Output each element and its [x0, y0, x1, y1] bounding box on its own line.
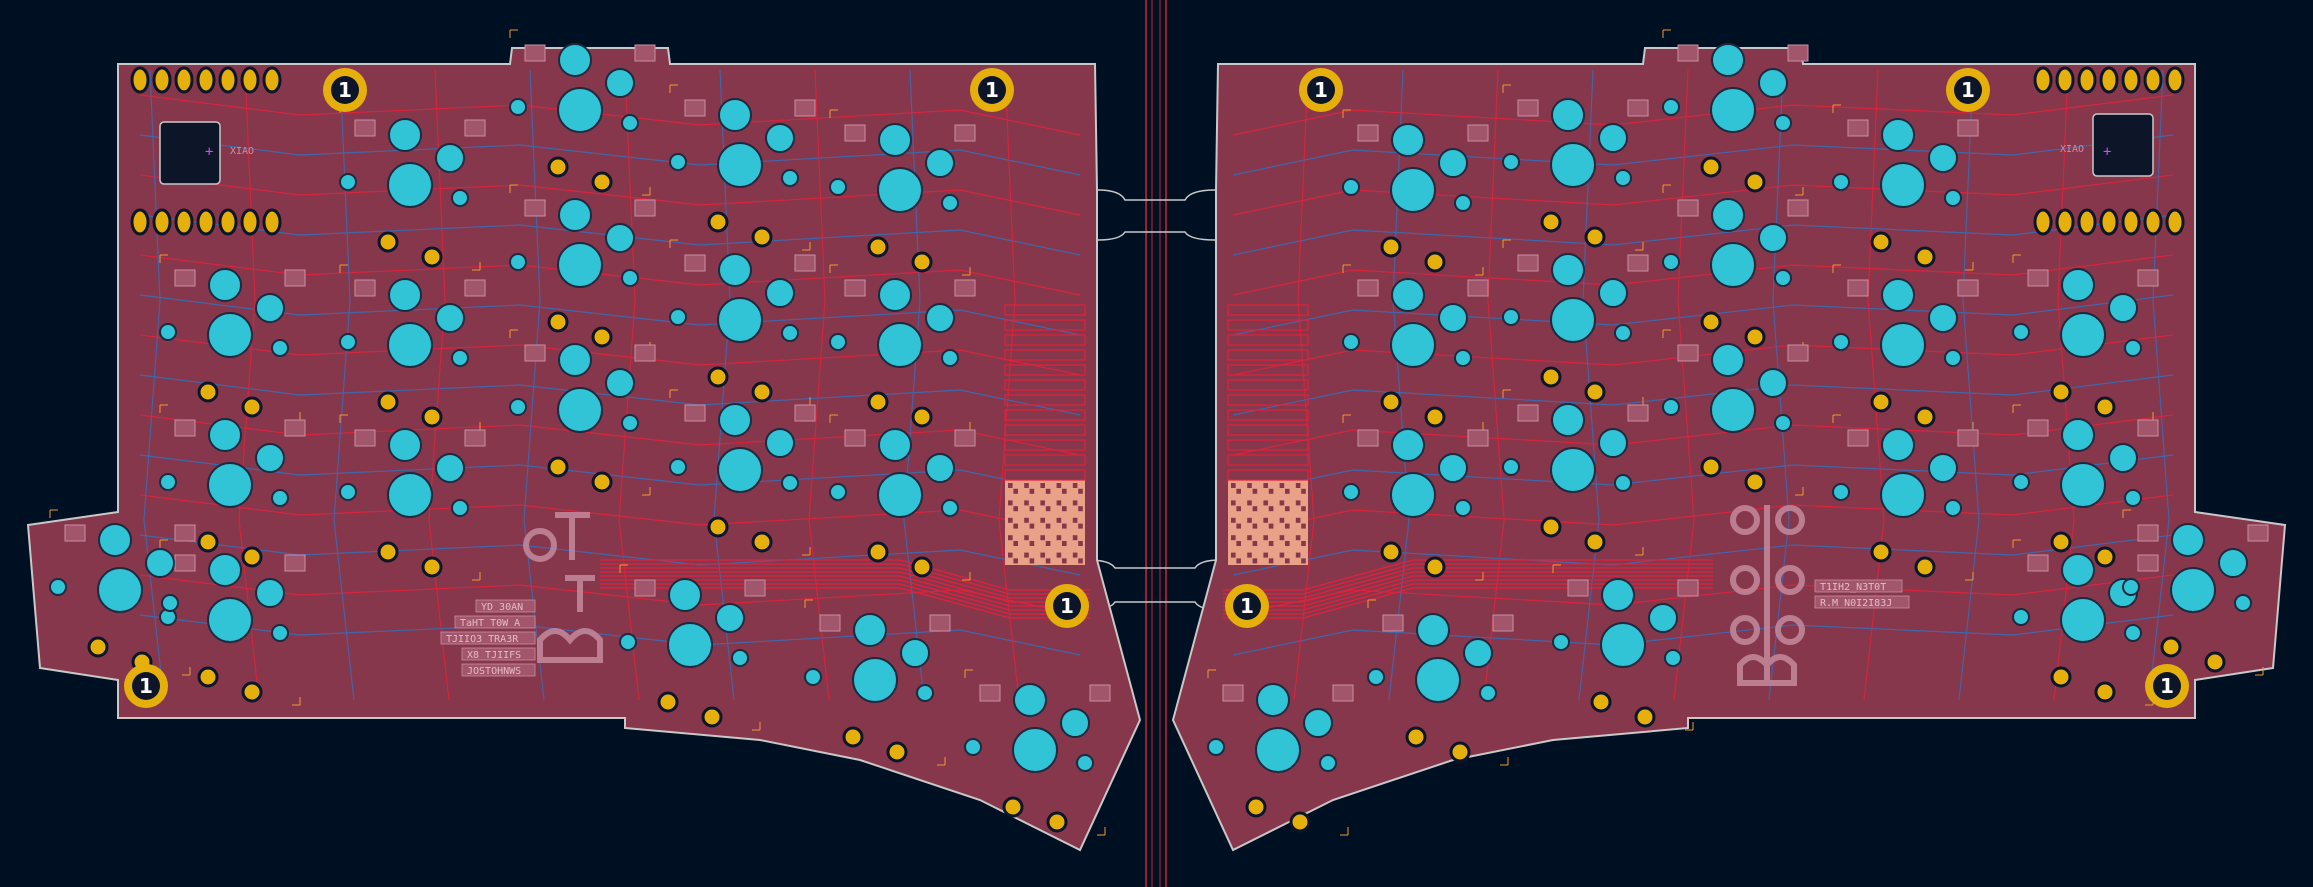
switch-footprint-icon	[1552, 564, 1699, 731]
switch-footprint-icon	[339, 264, 486, 431]
switch-footprint-icon	[159, 539, 306, 706]
mounting-hole-icon: 1	[1045, 584, 1089, 628]
pin-header-icon	[130, 66, 282, 236]
switch-footprint-icon	[1832, 414, 1979, 581]
mounting-hole-icon: 1	[1299, 68, 1343, 112]
switch-footprint-icon	[509, 184, 656, 351]
switch-footprint-icon	[669, 389, 816, 556]
signature-line: TJIIO3 TRA3R	[446, 634, 519, 645]
switch-footprint-icon	[1502, 239, 1649, 406]
switch-footprint-icon	[49, 509, 196, 676]
mounting-hole-label: 1	[1240, 594, 1254, 618]
switch-footprint-icon	[339, 414, 486, 581]
mounting-hole-label: 1	[1060, 594, 1074, 618]
signature-line: TaHT T0W A	[460, 618, 520, 629]
mounting-hole-label: 1	[985, 78, 999, 102]
left-keyboard-pcb[interactable]: + XIAO 1 1 1 1	[26, 29, 1142, 852]
switch-footprint-icon	[669, 239, 816, 406]
xiao-silk-label: XIAO	[2060, 144, 2084, 155]
switch-footprint-icon	[669, 84, 816, 251]
mounting-hole-icon: 1	[1225, 584, 1269, 628]
logo-mark	[523, 512, 603, 663]
signature-line: JOSTOHNWS	[467, 666, 521, 677]
switch-footprint-icon	[159, 404, 306, 571]
panel-rail	[1145, 0, 1167, 887]
switch-footprint-icon	[2122, 509, 2269, 676]
xiao-module-icon: + XIAO	[159, 121, 254, 185]
mounting-hole-icon: 1	[970, 68, 1014, 112]
xiao-silk-label: XIAO	[230, 146, 254, 157]
mounting-hole-label: 1	[338, 78, 352, 102]
xiao-module-icon: + XIAO	[2060, 113, 2154, 177]
mounting-hole-label: 1	[1961, 78, 1975, 102]
logo-mark	[1730, 505, 1805, 686]
switch-footprint-icon	[1207, 669, 1354, 836]
mounting-hole-icon: 1	[124, 664, 168, 708]
mounting-hole-label: 1	[139, 674, 153, 698]
switch-footprint-icon	[964, 669, 1111, 836]
signature-block: YD 30AN TaHT T0W A TJIIO3 TRA3R X8 TJIIFS JO…	[440, 599, 536, 677]
signature-block: T1IH2_N3T0T R.M N0I2I83J	[1814, 579, 1910, 609]
right-board-outline	[1171, 47, 2287, 852]
switch-footprint-icon	[804, 599, 951, 766]
switch-footprint-icon	[829, 414, 976, 581]
mounting-hole-label: 1	[2160, 674, 2174, 698]
switch-footprint-icon	[1662, 29, 1809, 196]
switch-footprint-icon	[2012, 404, 2159, 571]
signature-line: YD 30AN	[481, 602, 523, 613]
switch-footprint-icon	[1502, 84, 1649, 251]
mounting-hole-label: 1	[1314, 78, 1328, 102]
left-board-outline	[26, 47, 1142, 852]
switch-footprint-icon	[159, 254, 306, 421]
pin-header-icon	[2033, 66, 2185, 236]
switch-footprint-icon	[509, 29, 656, 196]
switch-footprint-icon	[829, 109, 976, 276]
switch-footprint-icon	[1502, 389, 1649, 556]
switch-footprint-icon	[509, 329, 656, 496]
switch-footprint-icon	[1832, 104, 1979, 271]
mounting-hole-icon: 1	[323, 68, 367, 112]
svg-text:+: +	[205, 144, 213, 160]
switch-footprint-icon	[619, 564, 766, 731]
signature-line: T1IH2_N3T0T	[1820, 582, 1886, 593]
right-keyboard-pcb[interactable]: + XIAO 1 1 1 1	[1171, 29, 2287, 852]
switch-footprint-icon	[339, 104, 486, 271]
qr-code-icon	[1004, 304, 1086, 565]
switch-footprint-icon	[829, 264, 976, 431]
switch-footprint-icon	[2012, 539, 2159, 706]
signature-line: X8 TJIIFS	[467, 650, 521, 661]
mounting-hole-icon: 1	[1946, 68, 1990, 112]
breakaway-tab-top	[1097, 189, 1216, 241]
switch-footprint-icon	[1367, 599, 1514, 766]
switch-footprint-icon	[1662, 184, 1809, 351]
switch-footprint-icon	[1342, 264, 1489, 431]
switch-footprint-icon	[1662, 329, 1809, 496]
switch-footprint-icon	[1342, 414, 1489, 581]
switch-footprint-icon	[1832, 264, 1979, 431]
switch-footprint-icon	[2012, 254, 2159, 421]
svg-text:+: +	[2103, 144, 2111, 160]
mounting-hole-icon: 1	[2145, 664, 2189, 708]
signature-line: R.M N0I2I83J	[1820, 598, 1892, 609]
qr-code-icon	[1227, 304, 1309, 565]
switch-footprint-icon	[1342, 109, 1489, 276]
